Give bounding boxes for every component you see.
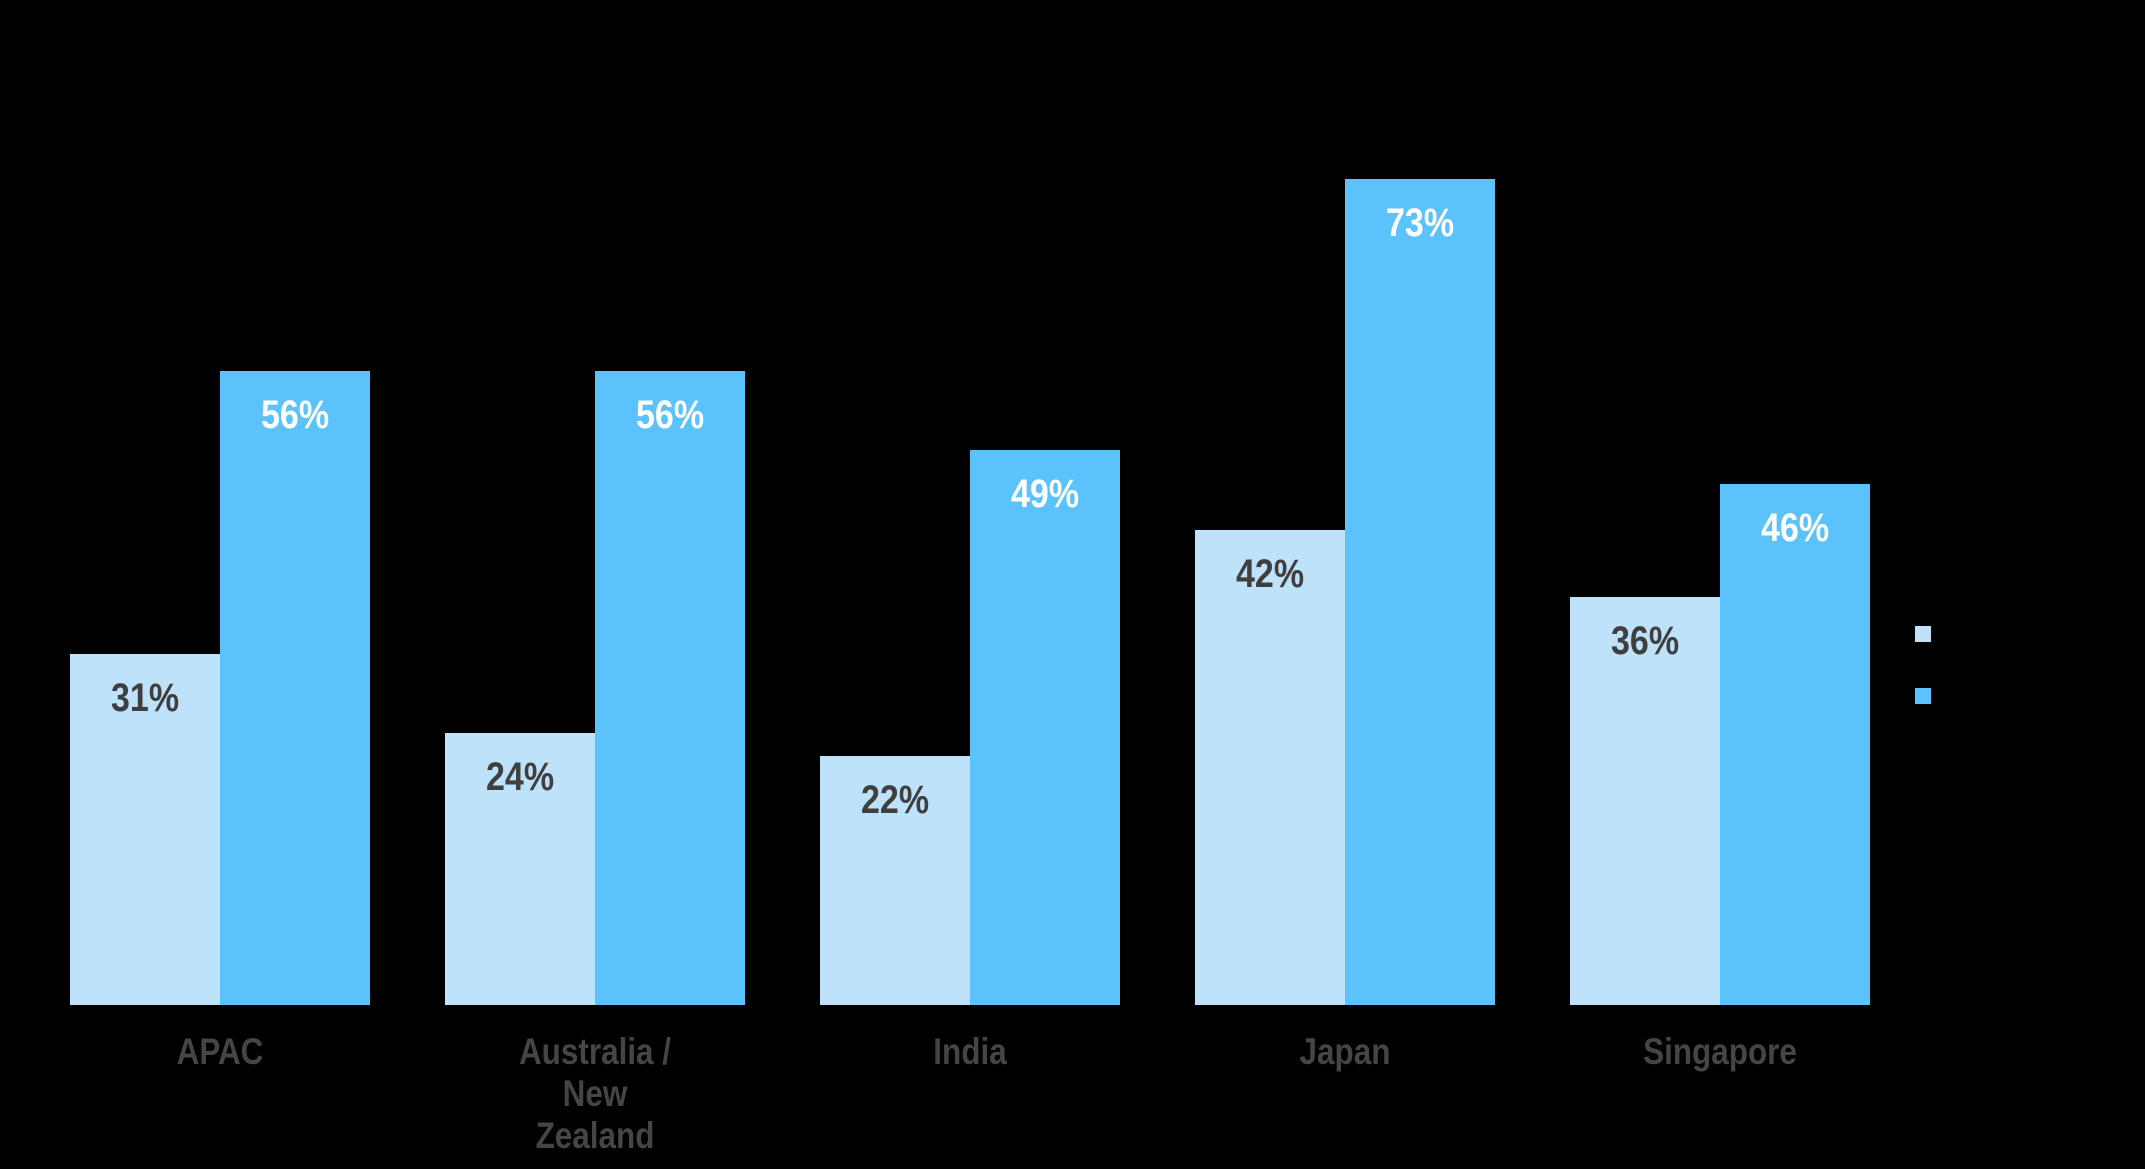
category-label-australia: Australia / New Zealand (518, 1031, 672, 1156)
legend-swatch-darker-blue-series (1915, 688, 1931, 704)
category-label-apac: APAC (176, 1031, 264, 1072)
bar-value-label: 36% (1610, 619, 1680, 663)
bar-value-label: 73% (1385, 201, 1455, 245)
bar-darker-blue-series-apac: 56% (220, 371, 370, 1005)
bar-lighter-blue-series-japan: 42% (1195, 530, 1345, 1005)
bar-darker-blue-series-singapore: 46% (1720, 484, 1870, 1005)
bar-lighter-blue-series-singapore: 36% (1570, 597, 1720, 1005)
bar-darker-blue-series-japan: 73% (1345, 179, 1495, 1005)
bar-darker-blue-series-india: 49% (970, 450, 1120, 1005)
bar-value-label: 31% (110, 676, 180, 720)
bar-lighter-blue-series-australia: 24% (445, 733, 595, 1005)
bar-value-label: 24% (485, 755, 555, 799)
bar-value-label: 46% (1760, 506, 1830, 550)
bar-lighter-blue-series-india: 22% (820, 756, 970, 1005)
bar-darker-blue-series-australia: 56% (595, 371, 745, 1005)
bar-value-label: 49% (1010, 472, 1080, 516)
bar-value-label: 56% (635, 393, 705, 437)
bar-lighter-blue-series-apac: 31% (70, 654, 220, 1005)
category-label-japan: Japan (1299, 1031, 1391, 1072)
bar-value-label: 56% (260, 393, 330, 437)
bar-value-label: 22% (860, 778, 930, 822)
legend-swatch-lighter-blue-series (1915, 626, 1931, 642)
bar-value-label: 42% (1235, 552, 1305, 596)
category-label-india: India (933, 1031, 1007, 1072)
category-label-singapore: Singapore (1643, 1031, 1797, 1072)
